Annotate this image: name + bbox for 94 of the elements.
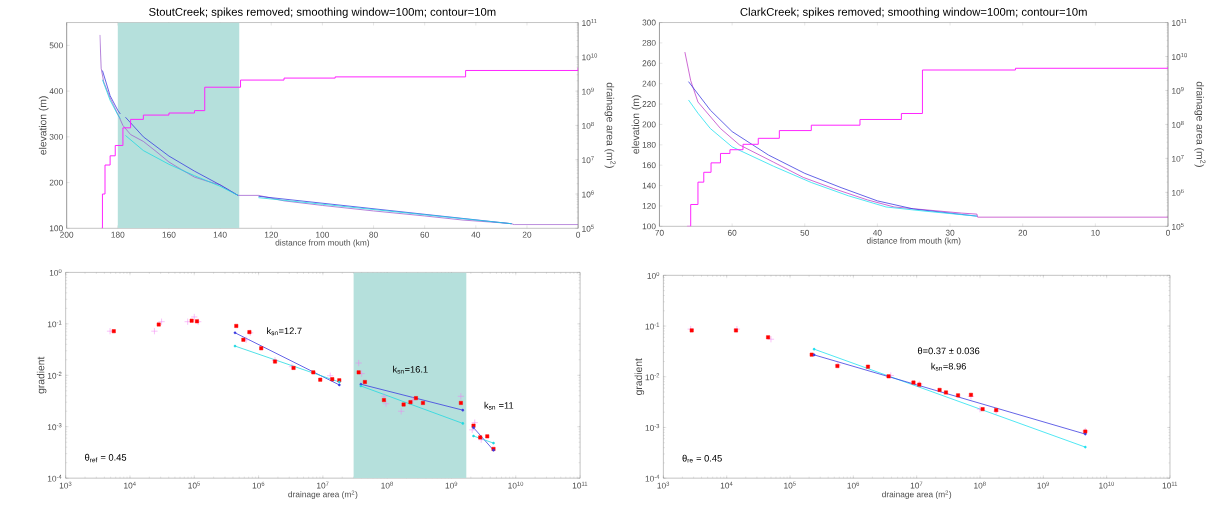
y2-tick-label: 10$^{6}$ [582,190,594,198]
y-tick-label: 300 [642,19,656,26]
y-tick-label: 10$^{-3}$ [645,423,660,431]
y2-axis-title: drainage area (m$^{2}$) [604,82,616,168]
y-tick-label: 400 [49,87,63,94]
y-axis-title: gradient [36,356,47,394]
annotation: k$_{sn}$ =11 [484,401,514,410]
x-axis-title: drainage area (m$^{2}$) [882,490,952,499]
x-tick-label: 180 [111,231,125,238]
x-tick-label: 10$^{3}$ [657,481,670,489]
x-tick-label: 10$^{4}$ [124,481,136,489]
y-axis-title: elevation (m) [38,96,49,155]
y2-tick-label: 10$^{6}$ [1172,188,1184,196]
y-tick-label: 180 [642,141,656,148]
y2-tick-label: 10$^{9}$ [1172,86,1184,94]
y-tick-label: 10$^{-2}$ [645,373,660,380]
annotation: k$_{sn}$=16.1 [393,365,428,374]
x-tick-label: 10$^{8}$ [974,481,986,489]
y-tick-label: 120 [642,202,656,209]
x-tick-label: 0 [576,231,581,238]
x-tick-label: 10$^{11}$ [572,481,588,489]
y2-tick-label: 10$^{11}$ [582,18,597,26]
x-tick-label: 10$^{9}$ [445,481,458,489]
x-tick-label: 80 [369,231,378,238]
x-tick-label: 20 [522,231,532,238]
x-tick-label: 10$^{7}$ [317,481,329,489]
annotation: k$_{sn}$=8.96 [931,362,966,371]
x-tick-label: 200 [60,231,74,238]
y-tick-label: 260 [642,60,656,67]
y-tick-label: 200 [642,121,656,128]
y-axis-title: elevation (m) [631,95,642,154]
annotation: θ=0.37 ± 0.036 [917,347,980,354]
x-axis-title: distance from mouth (km) [275,239,370,248]
y2-axis-title: drainage area (m$^{2}$) [1194,81,1206,167]
x-tick-label: 10$^{10}$ [508,481,524,489]
y2-tick-label: 10$^{10}$ [1172,52,1187,60]
y-tick-label: 10$^{-2}$ [47,371,62,379]
y2-tick-label: 10$^{8}$ [1172,120,1184,128]
y-tick-label: 100 [642,223,656,230]
y-tick-label: 10$^{-1}$ [645,322,660,330]
x-tick-label: 120 [264,231,278,238]
x-tick-label: 10$^{6}$ [252,481,265,489]
chart-title: ClarkCreek; spikes removed; smoothing window=100m; contour=10m [740,7,1087,18]
x-tick-label: 20 [1018,229,1028,236]
x-tick-label: 10$^{10}$ [1099,481,1115,489]
y-tick-label: 160 [642,162,656,168]
x-tick-label: 160 [162,231,176,238]
y-tick-label: 10$^{0}$ [49,268,62,276]
y-tick-label: 10$^{-4}$ [645,474,660,482]
y2-tick-label: 10$^{7}$ [1172,154,1184,162]
y2-tick-label: 10$^{11}$ [1172,18,1187,26]
y-tick-label: 10$^{-1}$ [47,320,62,328]
x-tick-label: 10$^{11}$ [1162,481,1178,489]
y2-tick-label: 10$^{5}$ [1172,222,1184,230]
x-tick-label: 0 [1166,229,1170,236]
x-tick-label: 10$^{3}$ [59,481,72,489]
x-tick-label: 10$^{5}$ [784,481,796,489]
x-axis-title: distance from mouth (km) [866,237,961,246]
chart-title: StoutCreek; spikes removed; smoothing window=100m; contour=10m [149,7,496,18]
x-tick-label: 10$^{4}$ [720,481,733,489]
x-tick-label: 40 [872,229,882,236]
x-tick-label: 10$^{5}$ [188,481,201,489]
y-tick-label: 200 [49,179,63,186]
x-tick-label: 10 [1091,229,1100,236]
annotation: k$_{sn}$=12.7 [267,327,302,335]
annotation: θ$_{re}$ = 0.45 [682,454,722,463]
x-tick-label: 100 [316,231,329,238]
y2-tick-label: 10$^{8}$ [582,121,594,129]
y-tick-label: 10$^{0}$ [647,271,660,279]
y-tick-label: 280 [642,39,656,46]
x-axis-title: drainage area (m$^{2}$) [288,490,358,499]
x-tick-label: 10$^{9}$ [1037,481,1050,489]
annotation: θ$_{ref}$ = 0.45 [85,453,127,463]
y-tick-label: 500 [49,42,63,49]
x-tick-label: 30 [945,229,955,236]
x-tick-label: 40 [471,231,481,238]
y2-tick-label: 10$^{9}$ [582,87,594,95]
y2-tick-label: 10$^{10}$ [582,53,598,61]
y-tick-label: 10$^{-4}$ [47,474,62,482]
x-tick-label: 60 [420,231,429,238]
x-tick-label: 10$^{6}$ [847,481,860,489]
y-axis-title: gradient [634,358,645,395]
x-tick-label: 50 [800,229,810,236]
x-tick-label: 70 [655,229,664,236]
y-tick-label: 240 [642,80,656,87]
x-tick-label: 140 [213,231,227,238]
x-tick-label: 60 [727,229,737,236]
x-tick-label: 10$^{8}$ [381,481,393,489]
y-tick-label: 220 [642,100,656,107]
y2-tick-label: 10$^{7}$ [582,156,594,163]
x-tick-label: 10$^{7}$ [910,481,923,489]
y-tick-label: 10$^{-3}$ [47,423,62,430]
y-tick-label: 140 [642,182,656,189]
y-tick-label: 300 [49,133,63,140]
